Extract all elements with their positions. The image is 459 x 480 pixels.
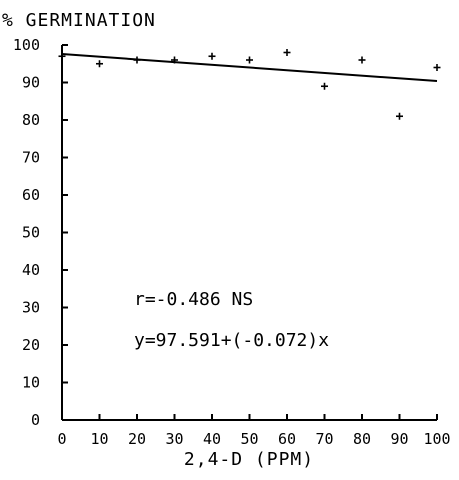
x-tick-label: 10 bbox=[90, 430, 108, 448]
data-point bbox=[321, 82, 328, 90]
x-axis-title: 2,4-D (PPM) bbox=[184, 449, 314, 470]
data-point bbox=[358, 56, 366, 64]
y-tick-label: 100 bbox=[13, 36, 40, 54]
correlation-annotation: r=-0.486 NS bbox=[134, 289, 253, 310]
x-tick-label: 90 bbox=[390, 430, 408, 448]
y-tick-label: 20 bbox=[22, 336, 40, 354]
y-tick-label: 10 bbox=[22, 374, 40, 392]
x-tick-label: 50 bbox=[240, 430, 258, 448]
y-axis-ticks: 0 10 20 30 40 50 60 70 80 90 100 bbox=[13, 36, 68, 429]
data-point bbox=[58, 52, 66, 60]
x-tick-label: 70 bbox=[315, 430, 333, 448]
x-tick-label: 100 bbox=[423, 430, 450, 448]
data-point bbox=[246, 56, 253, 64]
y-axis-title: % GERMINATION bbox=[2, 10, 156, 31]
x-tick-label: 40 bbox=[203, 430, 221, 448]
data-points bbox=[58, 49, 441, 120]
equation-annotation: y=97.591+(-0.072)x bbox=[134, 330, 329, 351]
x-tick-label: 20 bbox=[128, 430, 146, 448]
data-point bbox=[283, 49, 291, 56]
y-tick-label: 70 bbox=[22, 149, 40, 167]
y-tick-label: 60 bbox=[22, 186, 40, 204]
y-tick-label: 0 bbox=[31, 411, 40, 429]
x-tick-label: 60 bbox=[278, 430, 296, 448]
y-tick-label: 30 bbox=[22, 299, 40, 317]
data-point bbox=[96, 60, 103, 68]
x-tick-label: 30 bbox=[165, 430, 183, 448]
data-point bbox=[396, 112, 403, 120]
data-point bbox=[433, 64, 441, 71]
x-tick-label: 80 bbox=[353, 430, 371, 448]
x-axis-ticks: 0 10 20 30 40 50 60 70 80 90 100 bbox=[57, 414, 451, 448]
y-tick-label: 80 bbox=[22, 111, 40, 129]
y-tick-label: 50 bbox=[22, 224, 40, 242]
y-tick-label: 90 bbox=[22, 74, 40, 92]
regression-line bbox=[61, 53, 438, 83]
x-tick-label: 0 bbox=[57, 430, 66, 448]
data-point bbox=[208, 52, 216, 60]
y-tick-label: 40 bbox=[22, 261, 40, 279]
